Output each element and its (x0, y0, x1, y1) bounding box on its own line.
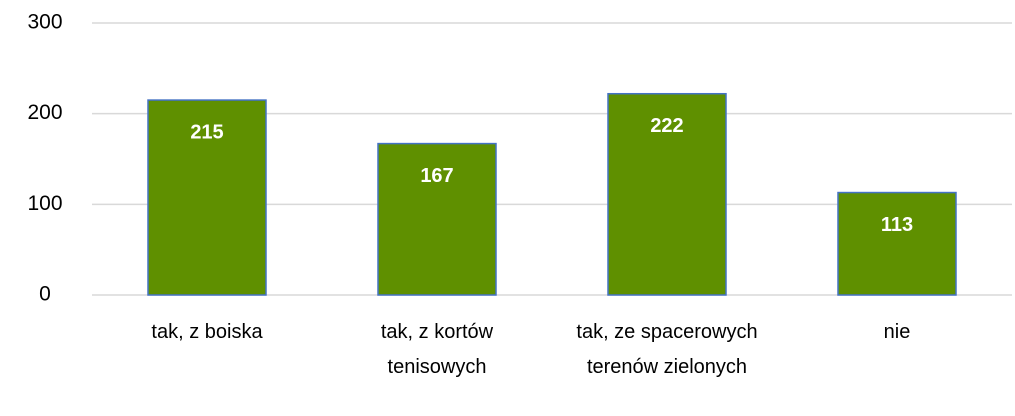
value-label: 222 (650, 115, 683, 137)
y-tick-label: 300 (27, 11, 62, 34)
bar (837, 191, 957, 296)
y-tick-label: 100 (27, 192, 62, 215)
x-tick-label: tak, z boiska (151, 321, 263, 343)
value-label: 215 (190, 121, 223, 143)
x-tick-label: nie (883, 321, 911, 343)
bar (147, 99, 267, 296)
value-label: 167 (420, 165, 453, 187)
bar (607, 92, 727, 296)
bar (377, 142, 497, 296)
y-tick-label: 200 (27, 101, 62, 124)
y-tick-label: 0 (39, 283, 51, 306)
x-tick-label: tak, ze spacerowych terenów zielonych (576, 321, 758, 378)
x-tick-label: tak, z kortów tenisowych (380, 321, 494, 378)
value-label: 113 (881, 214, 913, 236)
